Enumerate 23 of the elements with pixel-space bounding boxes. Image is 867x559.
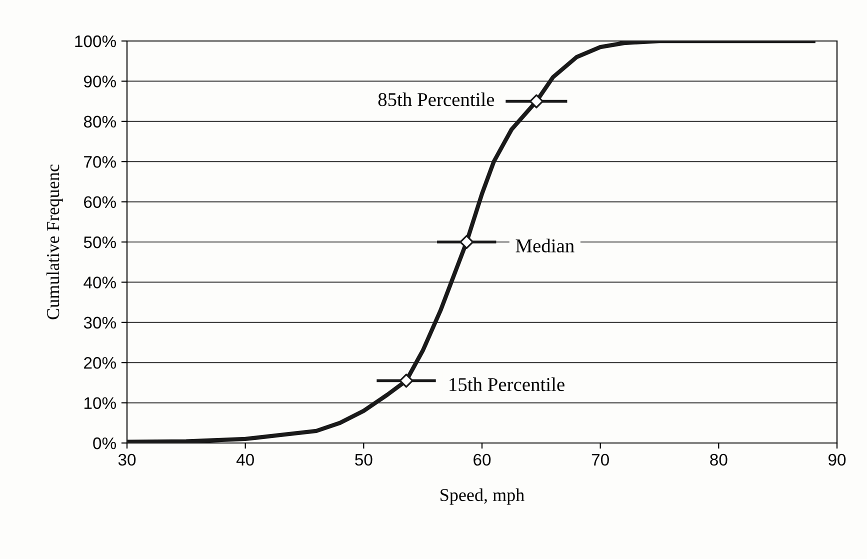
x-tick-label: 50 bbox=[355, 454, 372, 466]
x-tick-label: 60 bbox=[474, 454, 491, 466]
annotation: Median bbox=[516, 238, 574, 252]
y-tick-label: 60% bbox=[84, 196, 116, 208]
y-tick-label: 100% bbox=[75, 35, 116, 48]
x-axis-title: Speed, mph bbox=[440, 488, 524, 505]
y-tick-label: 80% bbox=[84, 116, 116, 128]
y-tick-label: 10% bbox=[84, 397, 116, 410]
y-tick-label: 0% bbox=[93, 437, 116, 450]
y-tick-label: 20% bbox=[84, 357, 116, 369]
x-tick-label: 30 bbox=[118, 454, 136, 466]
annotation: 15th Percentile bbox=[450, 377, 564, 392]
y-tick-label: 50% bbox=[84, 236, 116, 248]
y-tick-label: 70% bbox=[84, 156, 116, 168]
y-tick-label: 30% bbox=[84, 316, 116, 329]
y-tick-label: 90% bbox=[84, 76, 116, 88]
x-tick-label: 40 bbox=[236, 454, 254, 466]
y-axis-title: Cumulative Frequenc bbox=[46, 164, 63, 320]
x-tick-label: 90 bbox=[828, 454, 846, 466]
x-tick-label: 70 bbox=[592, 454, 609, 466]
x-tick-label: 80 bbox=[710, 454, 728, 466]
y-tick-label: 40% bbox=[84, 276, 116, 288]
annotation: 85th Percentile bbox=[378, 92, 494, 106]
